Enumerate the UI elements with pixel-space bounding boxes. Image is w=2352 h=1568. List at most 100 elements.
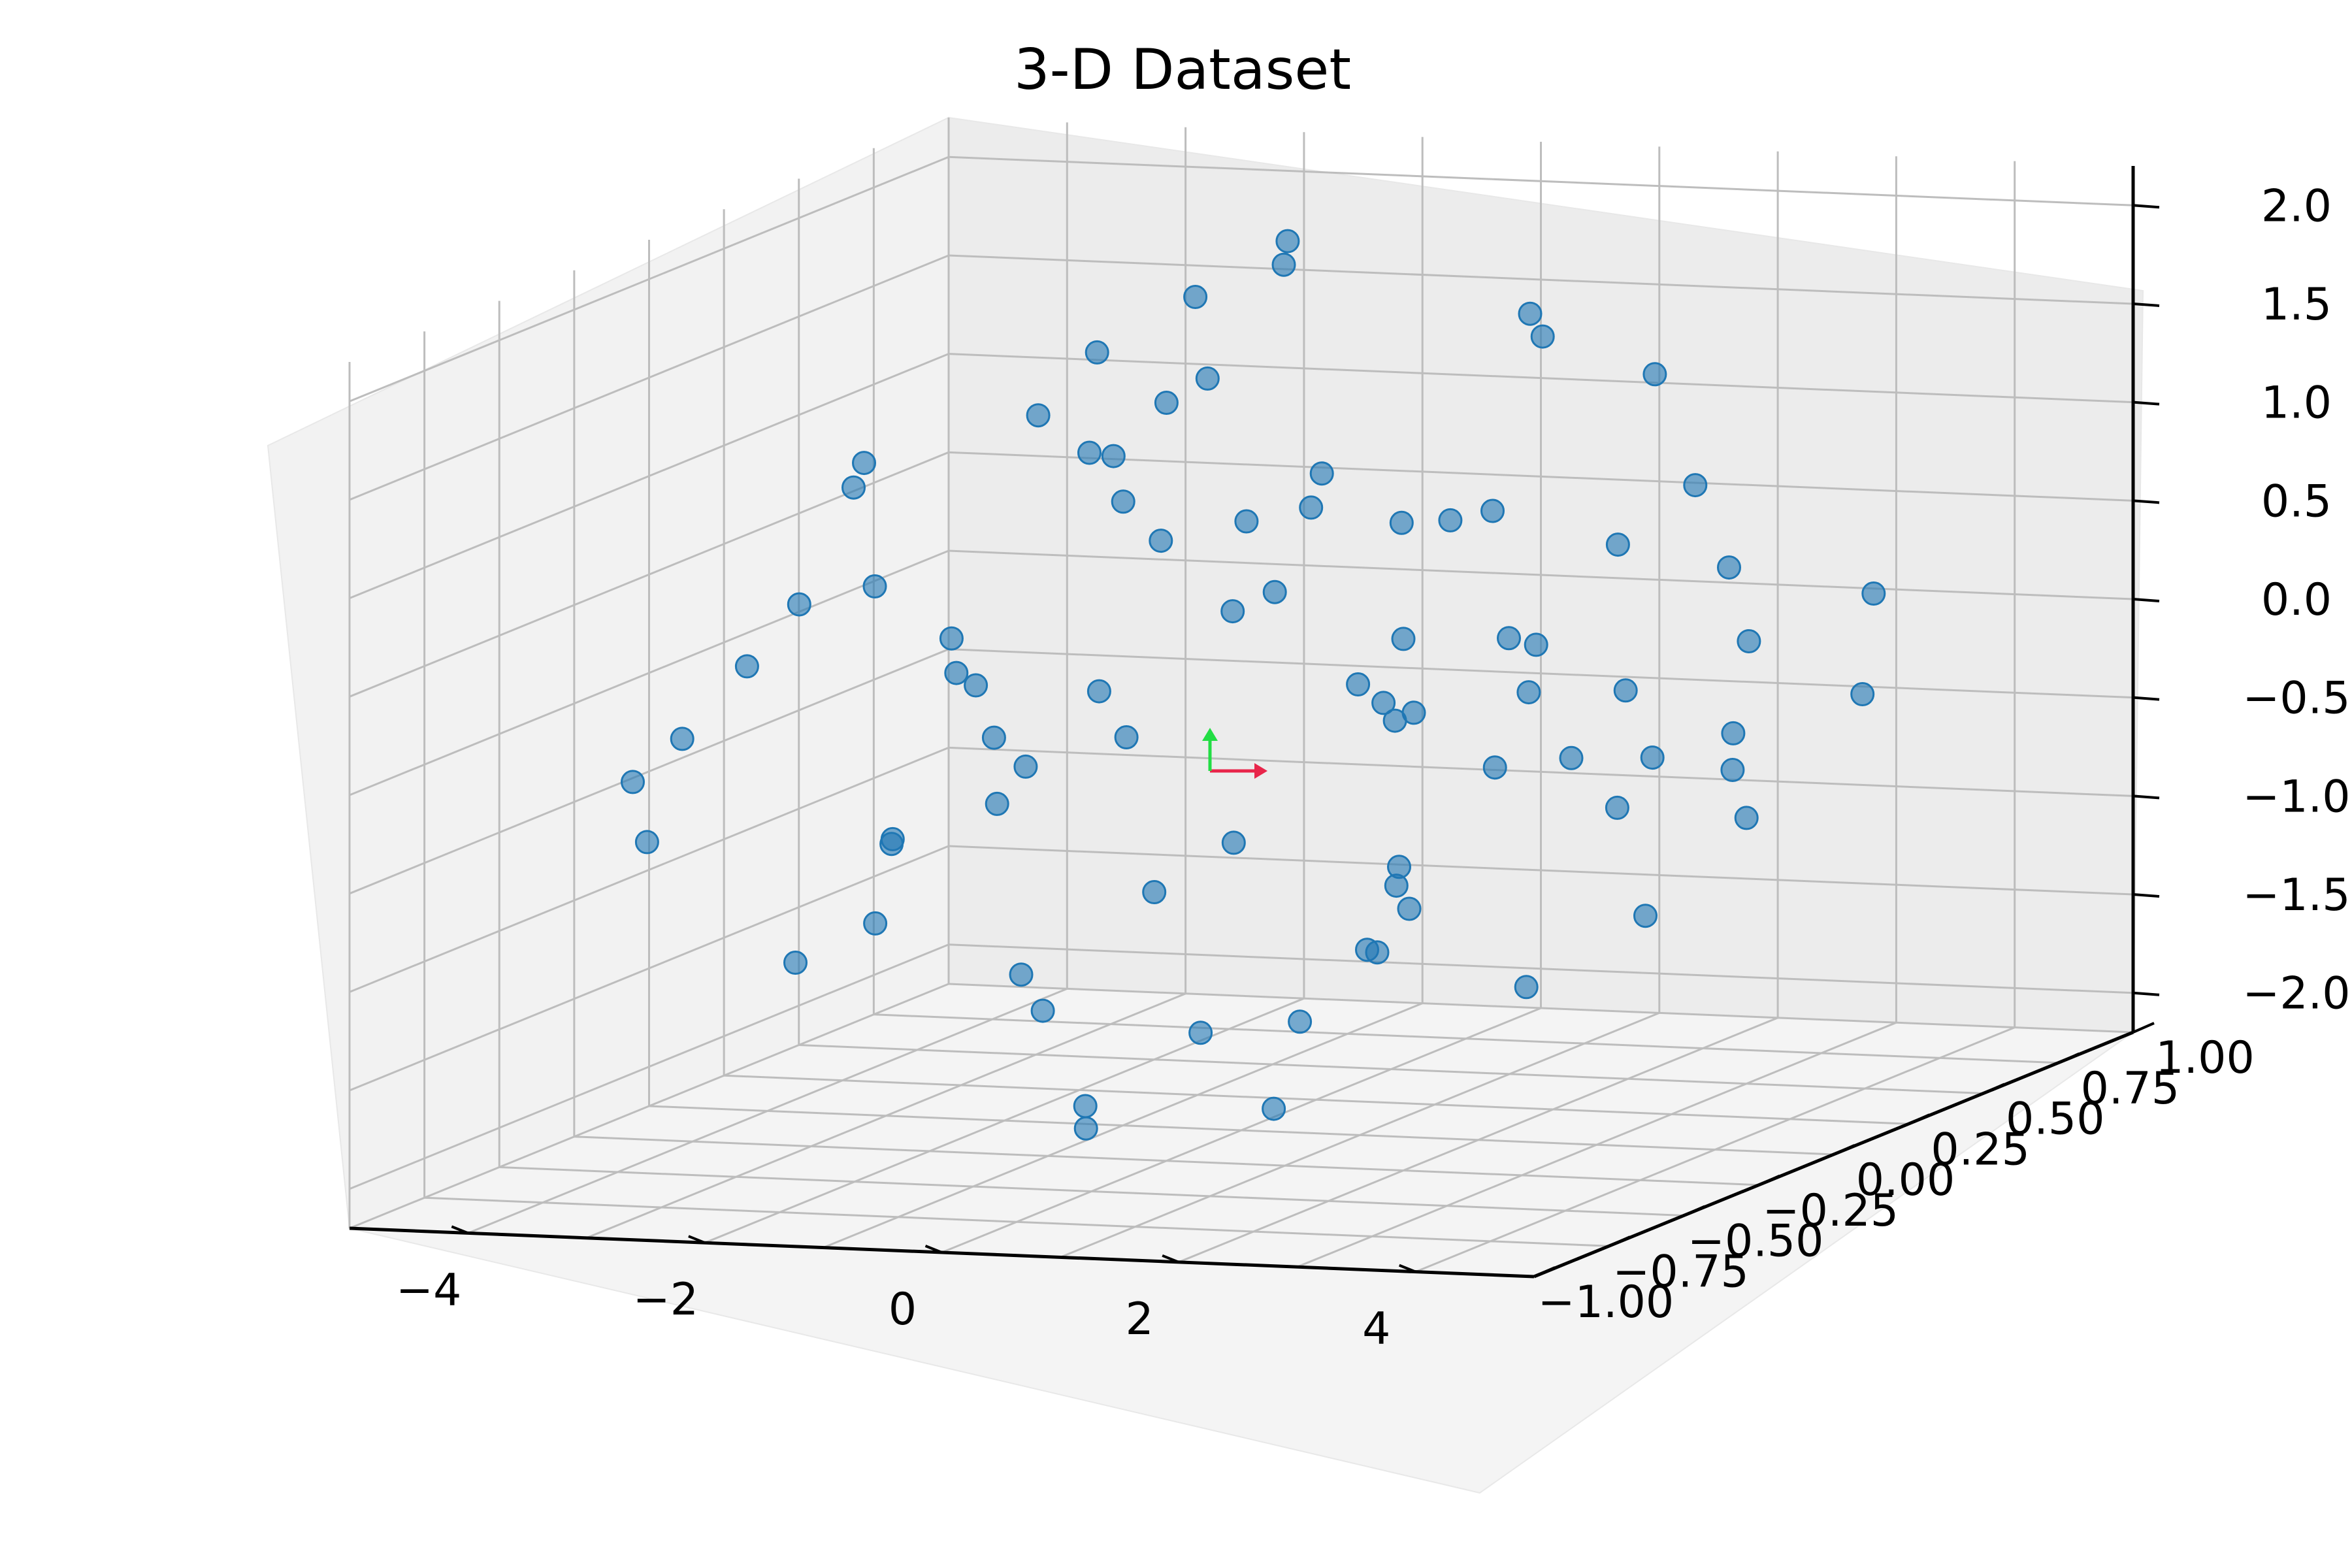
scatter-point (1514, 975, 1539, 1000)
y-tick-mark (2132, 1022, 2155, 1034)
data-points (621, 229, 1886, 1141)
grid-line-z-left (349, 648, 949, 895)
grid-line-y-floor (574, 1135, 1759, 1186)
scatter-point (1605, 532, 1630, 557)
scatter-point (863, 911, 888, 936)
x-tick-mark (451, 1225, 469, 1235)
grid-line-z-left (349, 155, 949, 402)
grid-line-z-back (948, 943, 2134, 994)
grid-line-y-floor (424, 1196, 1609, 1247)
y-tick-label: 0.50 (2006, 1094, 2104, 1145)
y-tick-mark (1982, 1083, 2005, 1095)
scatter-point (1497, 626, 1521, 651)
scatter-point (783, 951, 808, 975)
tick-marks (451, 204, 2160, 1278)
x-tick-label: −4 (396, 1264, 461, 1316)
scatter-point (1275, 229, 1300, 253)
scatter-point (1077, 440, 1102, 465)
scatter-point (1861, 581, 1886, 606)
scatter-point (1086, 679, 1111, 704)
scatter-point (1299, 495, 1324, 520)
scatter-point (944, 661, 969, 685)
grid-line-y-floor (724, 1074, 1909, 1125)
grid-line-z-back (948, 353, 2134, 404)
scatter-point (1605, 795, 1629, 820)
grid-line-z-left (349, 943, 949, 1190)
grid-line-z-left (349, 549, 949, 796)
scatter-point (1183, 285, 1208, 309)
grid-line-z-left (349, 254, 949, 501)
y-tick-label: 0.00 (1856, 1154, 1955, 1206)
scatter-point (1195, 366, 1220, 391)
grid-line-z-back (948, 746, 2134, 797)
y-tick-mark (1833, 1144, 1855, 1156)
grid-line-z-left (349, 845, 949, 1092)
x-tick-labels: −4 −2 0 2 4 (396, 1264, 1390, 1354)
red-arrowhead (1254, 763, 1267, 779)
scatter-point (1154, 391, 1179, 415)
z-tick-label: −2.0 (2242, 968, 2350, 1020)
green-arrowhead (1202, 728, 1218, 741)
y-tick-label: 0.75 (2081, 1063, 2180, 1115)
grid-line-y-floor (874, 1013, 2059, 1064)
scatter-point (1073, 1116, 1098, 1141)
grid-line-z-back (948, 549, 2134, 600)
z-tick-mark (2132, 696, 2160, 701)
scatter-point (964, 673, 988, 698)
scatter-point (1346, 672, 1371, 696)
scatter-point (1717, 555, 1741, 580)
y-tick-label: −1.00 (1538, 1277, 1674, 1328)
scatter-point (1633, 904, 1658, 928)
scatter-point (1026, 403, 1051, 428)
scatter-point (1720, 758, 1745, 782)
scatter-point (1221, 830, 1246, 855)
scatter-point (1271, 252, 1296, 277)
scatter-point (734, 654, 759, 679)
scatter-point (1642, 362, 1667, 387)
scatter-point (1640, 745, 1665, 770)
z-tick-label: −1.0 (2242, 771, 2350, 823)
scatter-point (939, 626, 964, 651)
scatter-point (1288, 1009, 1313, 1034)
scatter-point (1365, 940, 1390, 965)
x-tick-label: 0 (889, 1284, 917, 1335)
y-tick-mark (1533, 1266, 1556, 1278)
scatter-point (1234, 509, 1259, 534)
scatter-point (1142, 880, 1167, 904)
scatter-point (981, 725, 1006, 750)
x-tick-label: 2 (1125, 1294, 1153, 1345)
scatter-point (1391, 627, 1416, 651)
scatter-point (1518, 301, 1543, 326)
scatter-point (1013, 754, 1038, 779)
scatter-point (1438, 508, 1463, 532)
scatter-point (1683, 473, 1708, 498)
grid-line-z-back (948, 648, 2134, 699)
scatter-point (1737, 629, 1761, 653)
z-tick-mark (2132, 598, 2160, 602)
scatter-point (862, 574, 887, 598)
scatter-point (1262, 1096, 1286, 1121)
grid-line-y-floor (499, 1166, 1684, 1217)
scatter-point (1516, 680, 1541, 705)
grid-line-y-floor (948, 983, 2134, 1034)
scatter-point (1613, 678, 1638, 703)
z-tick-label: 1.5 (2261, 279, 2332, 331)
scatter-point (621, 770, 645, 794)
grid-line-y-floor (798, 1044, 1984, 1094)
scatter-point (1009, 962, 1034, 987)
scatter-point (1850, 682, 1875, 706)
scatter-point (634, 830, 659, 855)
z-tick-label: 2.0 (2261, 180, 2332, 232)
scatter-point (1114, 725, 1139, 749)
z-tick-mark (2132, 400, 2160, 406)
grid-line-y-floor (649, 1105, 1834, 1156)
y-tick-label: −0.75 (1612, 1246, 1748, 1298)
scatter-point (787, 592, 811, 617)
y-tick-label: −0.25 (1763, 1185, 1899, 1237)
x-tick-mark (1398, 1264, 1416, 1273)
y-tick-mark (2057, 1052, 2080, 1064)
y-tick-mark (1908, 1113, 1930, 1126)
grid-line-z-left (349, 353, 949, 600)
y-tick-labels: −1.00 −0.75 −0.50 −0.25 0.00 0.25 0.50 0… (1538, 1032, 2255, 1328)
